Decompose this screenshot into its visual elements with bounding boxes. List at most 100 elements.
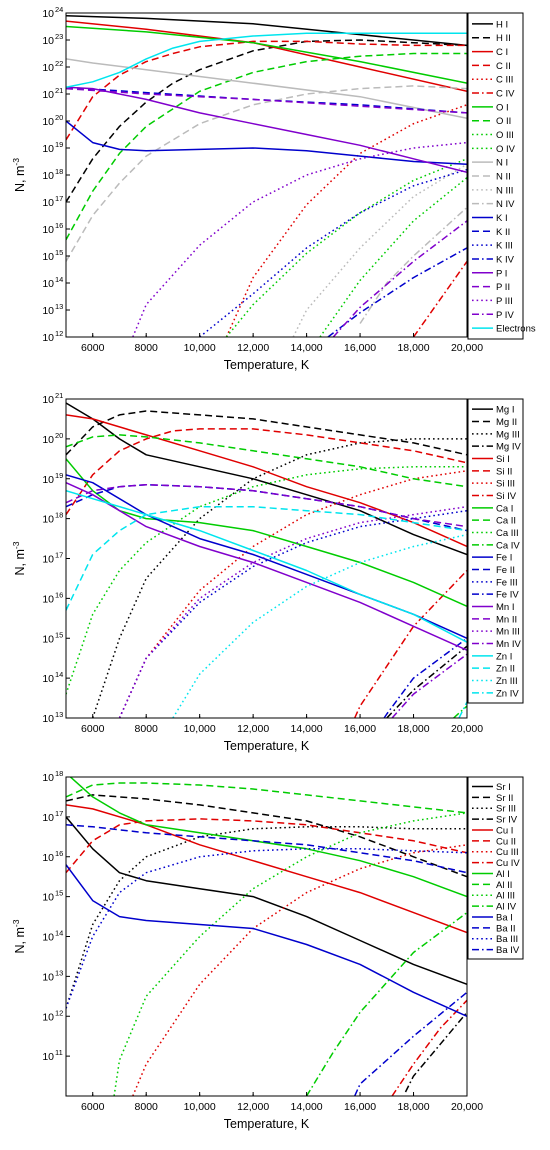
series-line-7 (66, 25, 467, 84)
legend-label: Ba IV (496, 945, 520, 956)
y-tick-label: 10 (42, 812, 54, 824)
y-tick-exponent: 19 (55, 471, 63, 480)
legend-label: Ca II (496, 516, 516, 527)
y-tick-label: 10 (42, 772, 54, 784)
legend-label: H II (496, 33, 511, 44)
legend-label: N II (496, 172, 511, 183)
x-axis-label: Temperature, K (224, 739, 310, 753)
legend-label: Ba II (496, 923, 516, 934)
y-tick-label: 10 (42, 251, 54, 263)
y-tick-exponent: 18 (55, 167, 63, 176)
legend-label: Si I (496, 454, 510, 465)
y-tick-exponent: 18 (55, 769, 63, 778)
series-line-10 (66, 782, 467, 814)
legend-label: Cu III (496, 847, 519, 858)
series-line-15 (66, 848, 467, 1009)
x-tick-label: 20,000 (451, 1101, 483, 1113)
series-line-3 (66, 826, 467, 1009)
legend-label: Zn II (496, 664, 515, 675)
y-axis-label: N, m-3 (11, 541, 27, 575)
series-line-4 (66, 40, 467, 141)
legend-label: Al II (496, 880, 512, 891)
series-line-11 (113, 812, 467, 1096)
series-line-7 (132, 844, 467, 1096)
series-line-14 (359, 206, 467, 324)
x-tick-label: 8000 (135, 342, 159, 354)
x-tick-label: 12,000 (237, 342, 269, 354)
series-line-8 (391, 999, 467, 1096)
series-line-13 (66, 864, 467, 1017)
x-tick-label: 14,000 (291, 723, 323, 735)
y-axis-label-superscript: -3 (11, 158, 21, 166)
series-line-23 (66, 32, 467, 89)
legend-label: Mg I (496, 405, 514, 416)
legend-label: Cu IV (496, 858, 520, 869)
series-line-14 (66, 824, 467, 874)
y-tick-exponent: 15 (55, 889, 63, 898)
y-tick-exponent: 17 (55, 809, 63, 818)
y-tick-exponent: 20 (55, 113, 63, 122)
legend-label: O I (496, 102, 509, 113)
series-line-15 (66, 120, 467, 165)
y-tick-label: 10 (42, 892, 54, 904)
y-tick-exponent: 16 (55, 590, 63, 599)
y-tick-label: 10 (42, 971, 54, 983)
x-tick-label: 8000 (135, 723, 159, 735)
y-axis-label-superscript: -3 (11, 919, 21, 927)
legend-label: Fe II (496, 565, 515, 576)
y-tick-label: 10 (42, 932, 54, 944)
series-line-6 (66, 428, 467, 516)
x-tick-label: 12,000 (237, 1101, 269, 1113)
legend-label: N IV (496, 199, 515, 210)
y-tick-exponent: 16 (55, 849, 63, 858)
legend-label: Mg III (496, 429, 520, 440)
series-line-11 (66, 58, 467, 120)
legend-label: Electrons (496, 324, 536, 335)
y-tick-label: 10 (42, 713, 54, 725)
y-tick-label: 10 (42, 394, 54, 406)
legend-label: P IV (496, 310, 514, 321)
legend-label: Ba III (496, 934, 518, 945)
y-tick-label: 10 (42, 1011, 54, 1023)
legend-label: Fe III (496, 577, 518, 588)
series-line-20 (66, 87, 467, 114)
chart-3: 6000 8000 10,000 12,000 14,000 16,000 18,000 20… (11, 769, 524, 1131)
y-tick-label: 10 (42, 278, 54, 290)
legend-label: Sr IV (496, 815, 518, 826)
y-tick-exponent: 13 (55, 302, 63, 311)
x-tick-label: 14,000 (291, 1101, 323, 1113)
legend-label: P III (496, 296, 513, 307)
series-line-6 (66, 818, 467, 874)
y-tick-exponent: 11 (55, 1048, 63, 1057)
y-tick-label: 10 (42, 434, 54, 446)
legend-label: Ca IV (496, 540, 520, 551)
series-line-21 (66, 489, 467, 643)
series-line-17 (199, 168, 467, 337)
y-tick-label: 10 (42, 62, 54, 74)
y-tick-label: 10 (42, 305, 54, 317)
series-line-5 (225, 104, 467, 337)
legend-label: Cu I (496, 825, 513, 836)
x-tick-label: 16,000 (344, 723, 376, 735)
series-line-16 (354, 991, 467, 1096)
x-tick-label: 20,000 (451, 342, 483, 354)
y-tick-label: 10 (42, 224, 54, 236)
y-tick-label: 10 (42, 514, 54, 526)
series-line-18 (66, 483, 467, 528)
legend-label: Zn IV (496, 688, 519, 699)
y-tick-label: 10 (42, 116, 54, 128)
series-line-6 (412, 260, 467, 337)
legend-label: Ca III (496, 528, 519, 539)
y-tick-exponent: 14 (55, 275, 63, 284)
series-line-17 (66, 482, 467, 651)
legend-label: K III (496, 241, 513, 252)
legend-label: Mg II (496, 417, 517, 428)
series-line-24 (458, 701, 467, 718)
series-line-9 (69, 777, 467, 898)
x-tick-label: 12,000 (237, 723, 269, 735)
x-tick-label: 18,000 (397, 342, 429, 354)
y-tick-label: 10 (42, 1051, 54, 1063)
legend-label: Sr I (496, 782, 511, 793)
legend-label: K II (496, 227, 510, 238)
